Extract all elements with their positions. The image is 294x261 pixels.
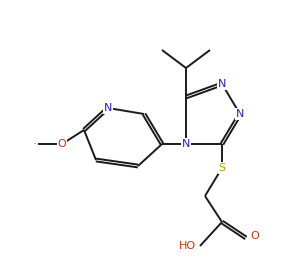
Text: OCH₃: OCH₃: [34, 144, 38, 145]
Text: N: N: [104, 103, 112, 113]
Text: HO: HO: [179, 241, 196, 251]
Text: O: O: [250, 231, 259, 241]
Text: O: O: [58, 139, 66, 149]
Text: N: N: [182, 139, 190, 149]
Text: N: N: [236, 109, 244, 119]
Text: N: N: [218, 79, 226, 89]
Text: S: S: [218, 163, 225, 173]
